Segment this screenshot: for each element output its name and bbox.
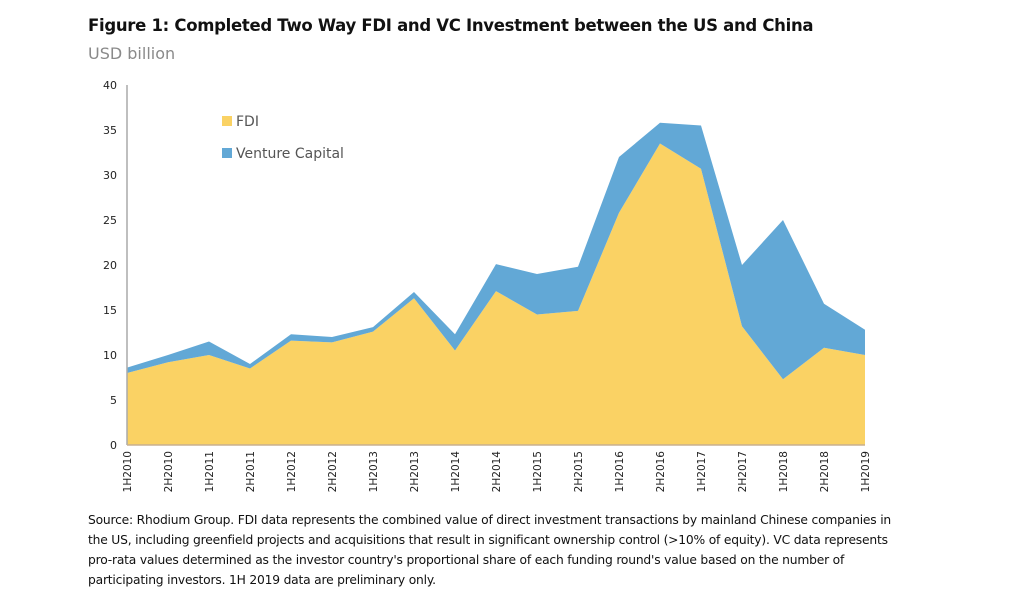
y-tick-label: 35	[103, 124, 117, 137]
x-tick-label: 1H2014	[450, 451, 462, 493]
area-venture-capital	[127, 122, 865, 380]
x-tick-label: 1H2019	[860, 451, 872, 492]
x-tick-label: 2H2010	[163, 451, 175, 492]
legend-swatch	[222, 116, 232, 126]
y-tick-label: 30	[103, 169, 117, 182]
y-tick-label: 25	[103, 214, 117, 227]
y-tick-label: 20	[103, 259, 117, 272]
x-tick-label: 2H2013	[409, 451, 421, 492]
x-tick-label: 1H2012	[286, 451, 298, 492]
x-tick-label: 2H2014	[491, 451, 503, 493]
source-note: Source: Rhodium Group. FDI data represen…	[88, 513, 892, 587]
x-tick-label: 2H2017	[737, 451, 749, 492]
x-tick-label: 2H2018	[819, 451, 831, 492]
x-tick-label: 1H2010	[122, 451, 134, 492]
x-tick-label: 2H2011	[245, 451, 257, 492]
chart-subtitle: USD billion	[88, 44, 176, 63]
x-tick-label: 1H2011	[204, 451, 216, 492]
x-tick-label: 2H2015	[573, 451, 585, 492]
legend-swatch	[222, 148, 232, 158]
y-tick-label: 5	[110, 394, 117, 407]
y-tick-label: 10	[103, 349, 117, 362]
x-tick-label: 1H2018	[778, 451, 790, 492]
y-tick-label: 40	[103, 79, 117, 92]
x-tick-label: 1H2013	[368, 451, 380, 492]
x-tick-label: 2H2012	[327, 451, 339, 492]
x-tick-label: 2H2016	[655, 451, 667, 493]
x-tick-label: 1H2016	[614, 451, 626, 493]
x-tick-label: 1H2017	[696, 451, 708, 492]
stacked-area-chart: 0 5 10 15 20 25 30 35 40 1H2010 2H2010 1H2011 2H2011…	[103, 79, 872, 493]
legend-label: Venture Capital	[236, 146, 344, 162]
y-tick-label: 15	[103, 304, 117, 317]
chart-title: Figure 1: Completed Two Way FDI and VC I…	[88, 16, 814, 35]
area-fdi	[127, 143, 865, 445]
y-tick-label: 0	[110, 439, 117, 452]
legend-label: FDI	[236, 114, 259, 130]
x-tick-label: 1H2015	[532, 451, 544, 492]
